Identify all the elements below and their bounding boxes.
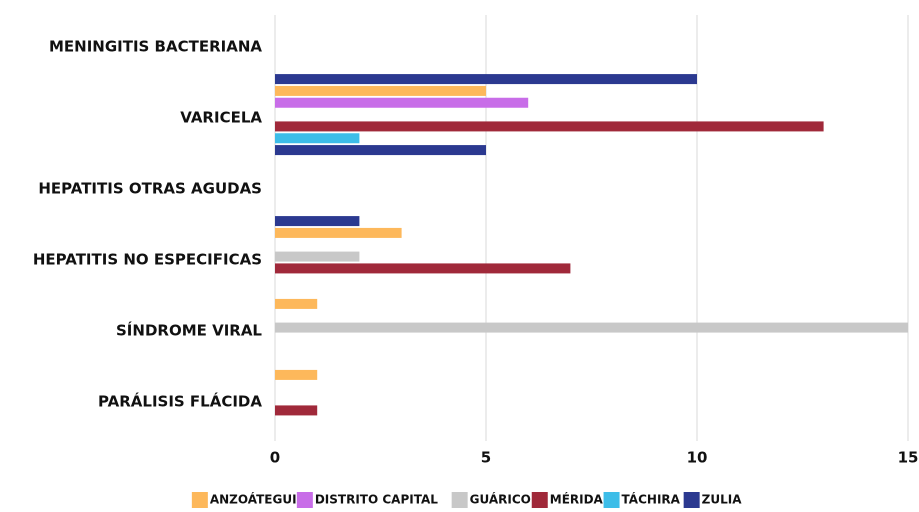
bar: [275, 74, 697, 85]
bar: [275, 85, 486, 96]
bar: [275, 322, 908, 333]
legend-label: GUÁRICO: [470, 492, 531, 507]
y-tick-label: MENINGITIS BACTERIANA: [49, 37, 262, 55]
legend-label: ZULIA: [702, 493, 743, 507]
y-tick-label: HEPATITIS NO ESPECIFICAS: [33, 250, 262, 268]
bar: [275, 121, 824, 132]
bar: [275, 369, 318, 380]
bar: [275, 97, 529, 108]
y-tick-label: VARICELA: [180, 108, 262, 126]
bar: [275, 251, 360, 262]
legend-swatch: [683, 492, 700, 508]
bar: [275, 298, 318, 309]
legend-label: ANZOÁTEGUI: [210, 492, 297, 507]
legend-swatch: [451, 492, 468, 508]
bar: [275, 145, 486, 156]
legend-label: TÁCHIRA: [622, 492, 681, 507]
bar: [275, 133, 360, 144]
x-tick-label: 0: [270, 449, 280, 467]
legend-swatch: [531, 492, 548, 508]
legend-label: DISTRITO CAPITAL: [315, 493, 438, 507]
legend-swatch: [296, 492, 313, 508]
y-tick-label: PARÁLISIS FLÁCIDA: [98, 391, 262, 410]
bar: [275, 227, 402, 238]
legend-label: MÉRIDA: [550, 492, 604, 507]
y-tick-label: HEPATITIS OTRAS AGUDAS: [38, 179, 262, 197]
y-tick-label: SÍNDROME VIRAL: [116, 320, 262, 339]
bar: [275, 405, 318, 416]
x-tick-label: 5: [481, 449, 491, 467]
legend-swatch: [191, 492, 208, 508]
bar: [275, 216, 360, 227]
legend-swatch: [603, 492, 620, 508]
x-tick-label: 15: [898, 449, 919, 467]
bar: [275, 263, 571, 274]
x-tick-label: 10: [687, 449, 708, 467]
